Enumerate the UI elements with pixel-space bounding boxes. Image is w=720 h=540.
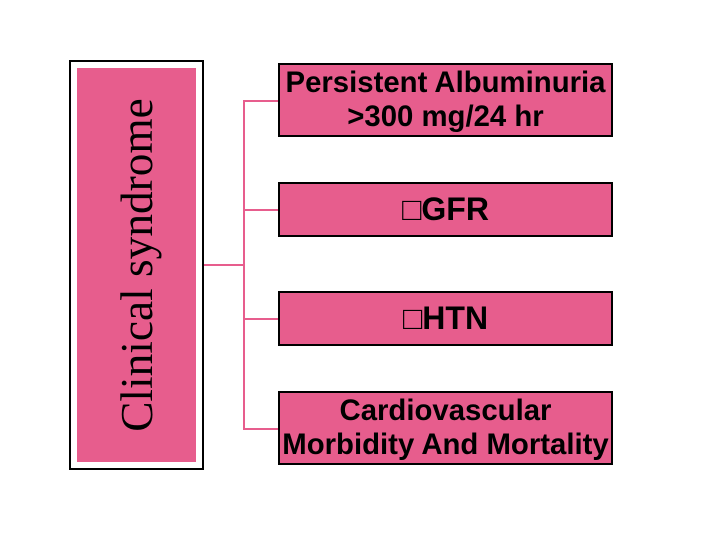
bracket-branch-1 <box>243 209 278 211</box>
bracket-branch-0 <box>243 100 278 102</box>
bracket-branch-2 <box>243 318 278 320</box>
bracket-stub <box>204 264 244 266</box>
diagram-canvas: Clinical syndrome Persistent Albuminuria… <box>0 0 720 540</box>
main-category-box: Clinical syndrome <box>69 60 204 470</box>
item-label: Persistent Albuminuria>300 mg/24 hr <box>286 66 606 133</box>
item-box-htn: □HTN <box>278 291 613 346</box>
main-category-label: Clinical syndrome <box>111 98 163 432</box>
item-label: □GFR <box>402 191 489 228</box>
item-box-albuminuria: Persistent Albuminuria>300 mg/24 hr <box>278 63 613 137</box>
bracket-branch-3 <box>243 428 278 430</box>
item-label: □HTN <box>403 300 488 337</box>
item-box-cv-morbidity: CardiovascularMorbidity And Mortality <box>278 391 613 465</box>
item-label: CardiovascularMorbidity And Mortality <box>282 394 608 461</box>
item-box-gfr: □GFR <box>278 182 613 237</box>
